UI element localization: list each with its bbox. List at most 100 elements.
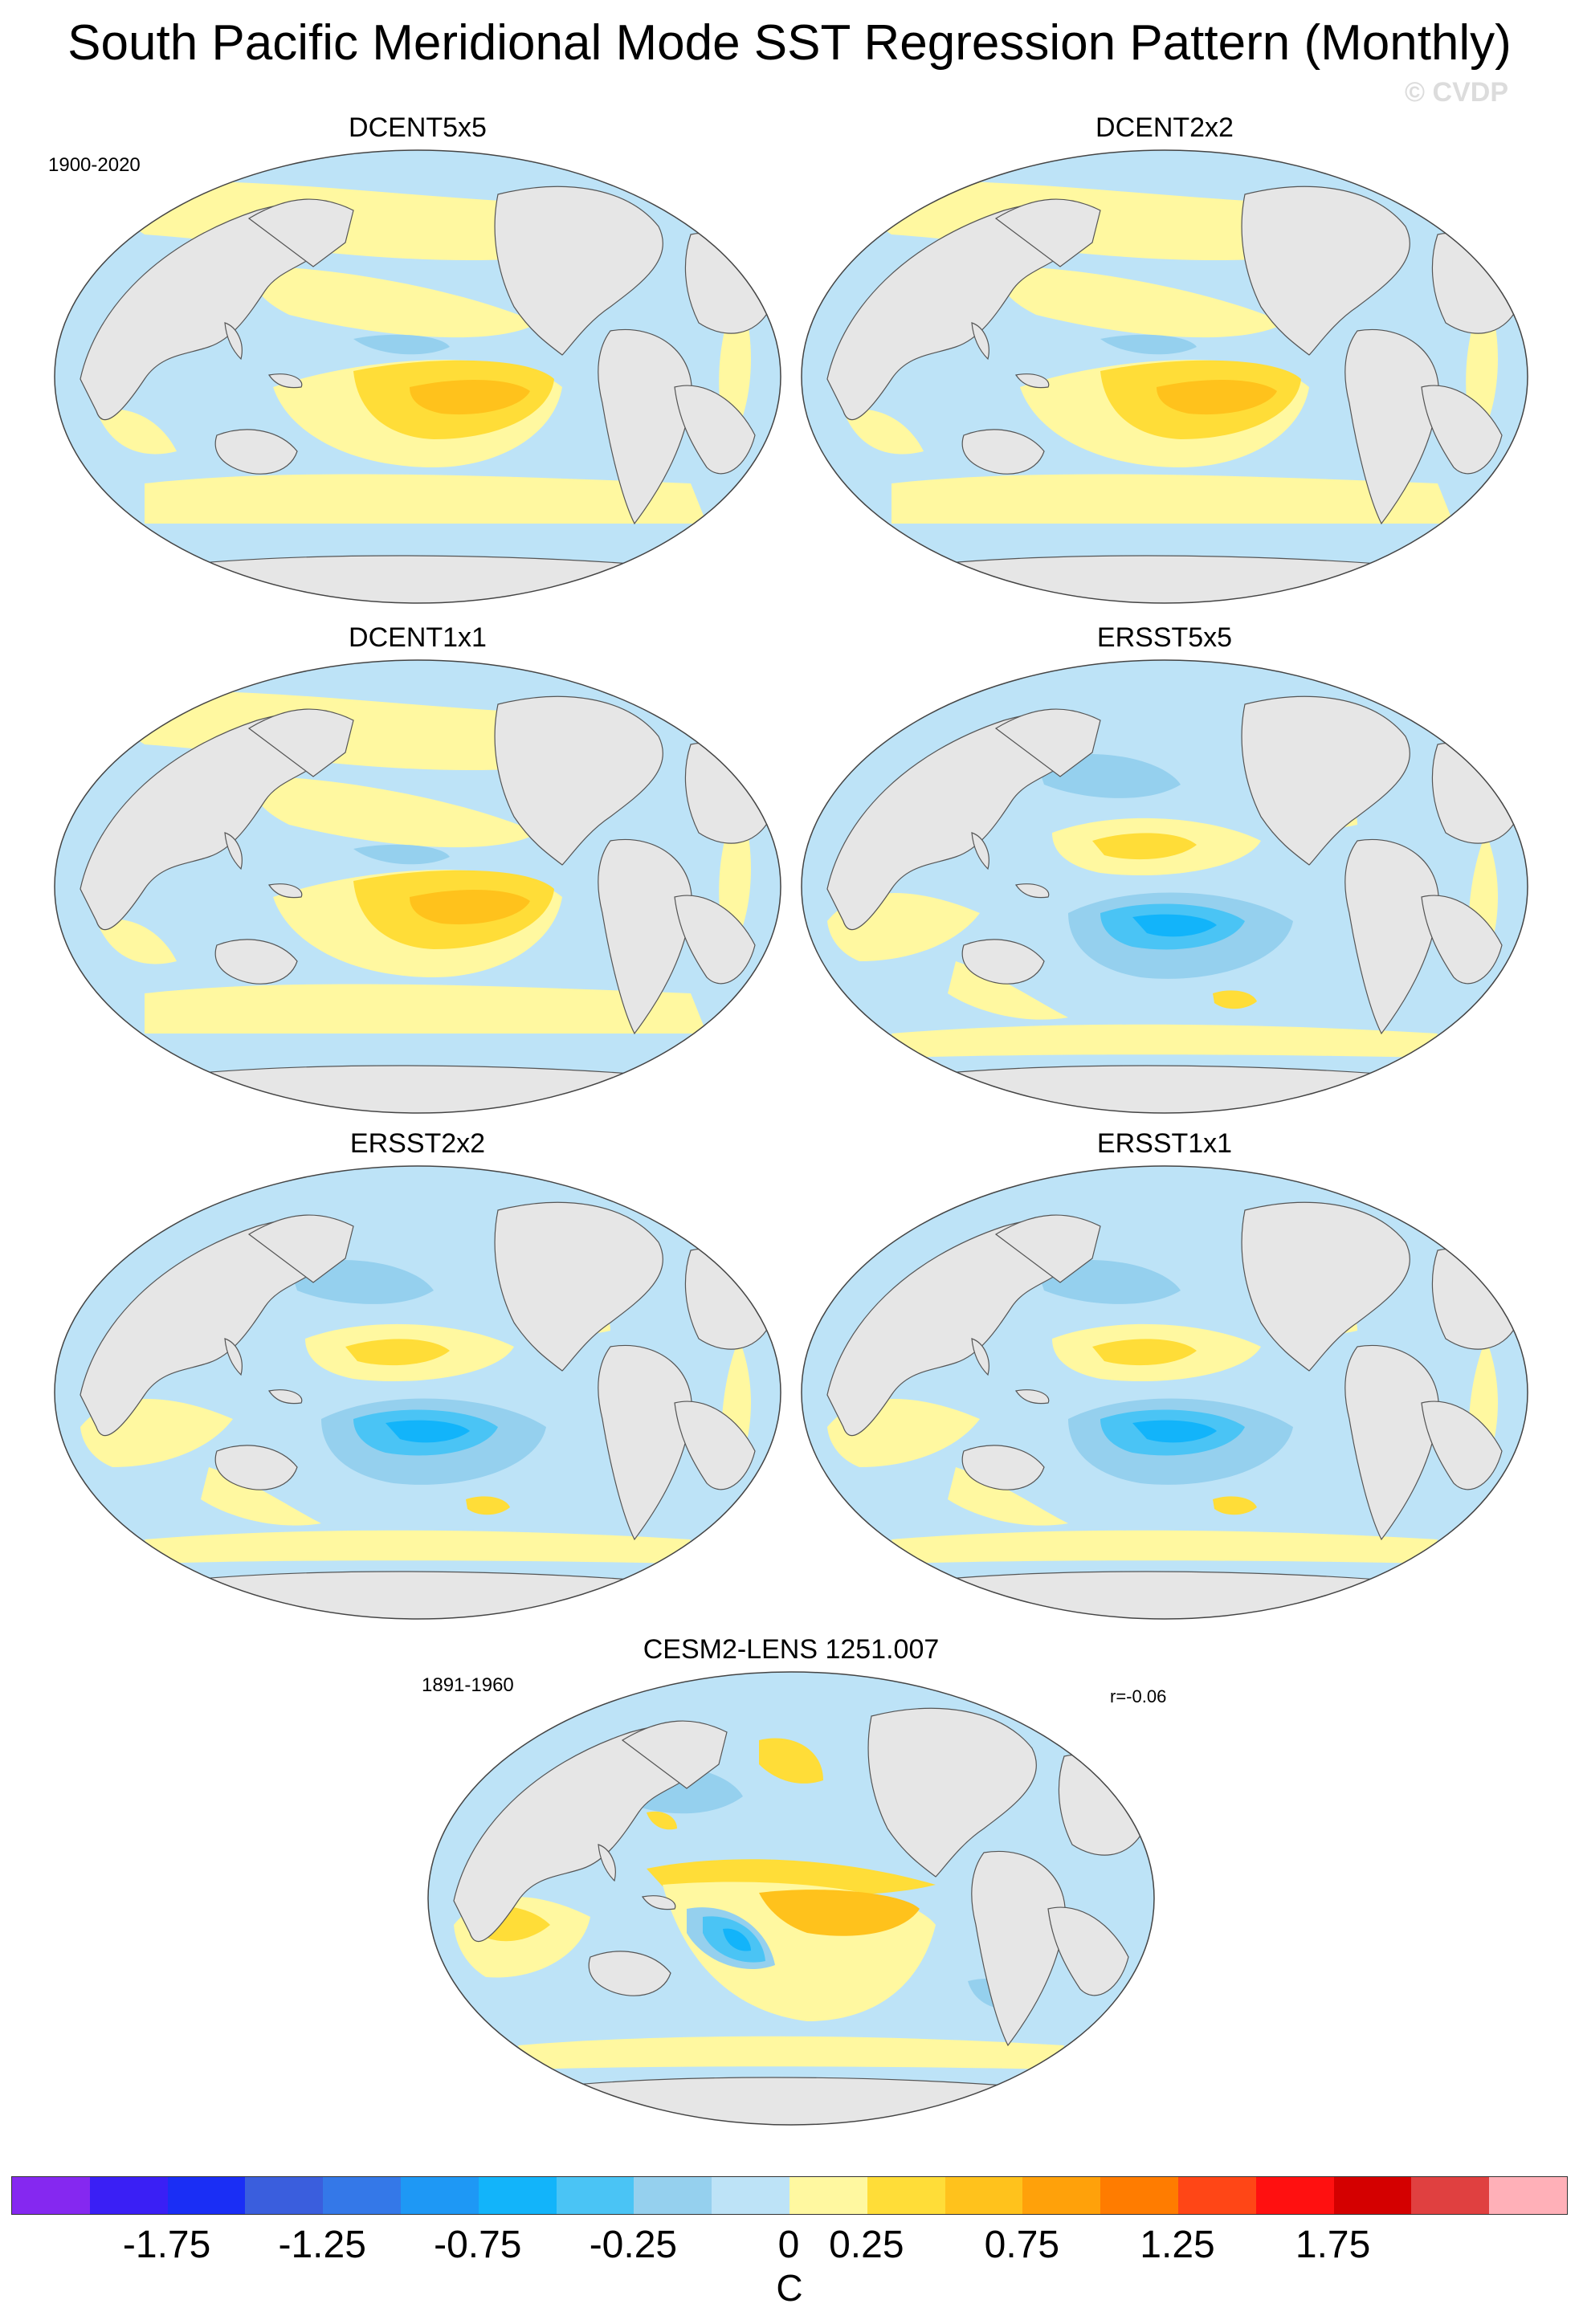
landmass — [1431, 1249, 1519, 1350]
landmass — [1431, 233, 1519, 334]
landmass — [961, 429, 1045, 475]
sst-anomaly-region — [1001, 267, 1285, 338]
map-border — [801, 149, 1528, 604]
sst-anomaly-region — [892, 1024, 1438, 1058]
landmass — [897, 555, 1431, 603]
sst-anomaly-region — [386, 1420, 470, 1443]
landmass — [1015, 373, 1050, 389]
colorbar-swatch — [400, 2177, 479, 2214]
landmass — [971, 322, 989, 361]
panel-title: ERSST1x1 — [1096, 1128, 1233, 1159]
sst-anomaly-region — [1213, 1496, 1257, 1515]
landmass — [684, 1249, 772, 1350]
panel-title: DCENT5x5 — [349, 112, 487, 143]
landmass — [268, 373, 303, 389]
landmass — [588, 1951, 671, 1996]
colorbar-swatch — [789, 2177, 867, 2214]
sst-anomaly-region — [96, 919, 177, 964]
landmass — [994, 198, 1101, 267]
period-label: 1900-2020 — [48, 154, 141, 176]
landmass — [214, 939, 298, 985]
colorbar-swatch — [323, 2177, 401, 2214]
landmass — [897, 1571, 1431, 1619]
colorbar-tick-label: 0.25 — [829, 2224, 904, 2266]
landmass — [1344, 839, 1439, 1035]
figure-title: South Pacific Meridional Mode SST Regres… — [67, 15, 1512, 71]
landmass — [247, 708, 354, 777]
sst-map — [801, 149, 1528, 604]
colorbar-swatch — [1022, 2177, 1101, 2214]
landmass — [453, 1723, 716, 1943]
panel-title: DCENT1x1 — [349, 622, 487, 653]
sst-map — [54, 149, 781, 604]
colorbar-swatch — [712, 2177, 790, 2214]
map-panel-dcent5x5: DCENT5x5 — [48, 112, 787, 610]
correlation-label: r=-0.06 — [1110, 1686, 1167, 1706]
landmass — [1058, 1755, 1145, 1856]
sst-map — [54, 1165, 781, 1620]
landmass — [247, 198, 354, 267]
landmass — [214, 1445, 298, 1490]
sst-anomaly-region — [345, 1339, 450, 1366]
landmass — [268, 883, 303, 899]
sst-anomaly-region — [466, 1496, 510, 1515]
colorbar-tick-label: -1.75 — [122, 2224, 211, 2266]
panel-title: DCENT2x2 — [1096, 112, 1234, 143]
colorbar-tick-label: 0 — [777, 2224, 800, 2266]
sst-anomaly-region — [759, 1738, 823, 1784]
map-border — [801, 1165, 1528, 1620]
sst-map — [427, 1671, 1155, 2126]
colorbar-tick-label: -0.25 — [589, 2224, 678, 2266]
landmass — [826, 1217, 1089, 1437]
map-border — [54, 149, 781, 604]
landmass — [494, 186, 663, 356]
landmass — [150, 1571, 684, 1619]
panel-title: ERSST2x2 — [349, 1128, 486, 1159]
map-panel-ersst2x2: ERSST2x2 — [48, 1128, 787, 1626]
landmass — [524, 2077, 1058, 2125]
landmass — [994, 1214, 1101, 1283]
landmass — [224, 322, 243, 361]
landmass — [971, 832, 989, 870]
landmass — [214, 429, 298, 475]
sst-anomaly-region — [723, 1928, 751, 1951]
colorbar-swatch — [1100, 2177, 1178, 2214]
landmass — [150, 1065, 684, 1113]
landmass — [598, 839, 692, 1035]
map-border — [54, 1165, 781, 1620]
colorbar-swatch — [1177, 2177, 1256, 2214]
colorbar-tick-label: -0.75 — [434, 2224, 522, 2266]
sst-anomaly-region — [843, 409, 924, 455]
sst-map — [801, 1165, 1528, 1620]
landmass — [494, 1201, 663, 1372]
landmass — [1241, 186, 1410, 356]
sst-anomaly-region — [145, 474, 707, 524]
landmass — [684, 743, 772, 844]
sst-anomaly-region — [254, 777, 538, 848]
sst-anomaly-region — [892, 474, 1454, 524]
colorbar-tick-label: 0.75 — [984, 2224, 1060, 2266]
sst-anomaly-region — [1132, 914, 1217, 937]
sst-anomaly-region — [647, 1811, 677, 1830]
sst-anomaly-region — [759, 1890, 920, 1936]
landmass — [598, 1345, 692, 1541]
sst-anomaly-region — [1092, 1339, 1197, 1366]
landmass — [994, 708, 1101, 777]
colorbar-swatch — [167, 2177, 246, 2214]
colorbar-tick-label: -1.25 — [278, 2224, 366, 2266]
cvdp-watermark: © CVDP — [1405, 77, 1508, 108]
sst-anomaly-region — [1213, 990, 1257, 1009]
landmass — [826, 711, 1089, 931]
sst-anomaly-region — [353, 844, 450, 865]
landmass — [961, 939, 1045, 985]
map-border — [54, 659, 781, 1114]
sst-anomaly-region — [1092, 833, 1197, 860]
landmass — [674, 895, 756, 985]
map-panel-dcent2x2: DCENT2x2 — [795, 112, 1534, 610]
landmass — [1431, 743, 1519, 844]
landmass — [674, 1401, 756, 1490]
landmass — [1015, 883, 1050, 899]
landmass — [1421, 385, 1503, 475]
colorbar-swatch — [1411, 2177, 1490, 2214]
sst-anomaly-region — [1132, 1420, 1217, 1443]
